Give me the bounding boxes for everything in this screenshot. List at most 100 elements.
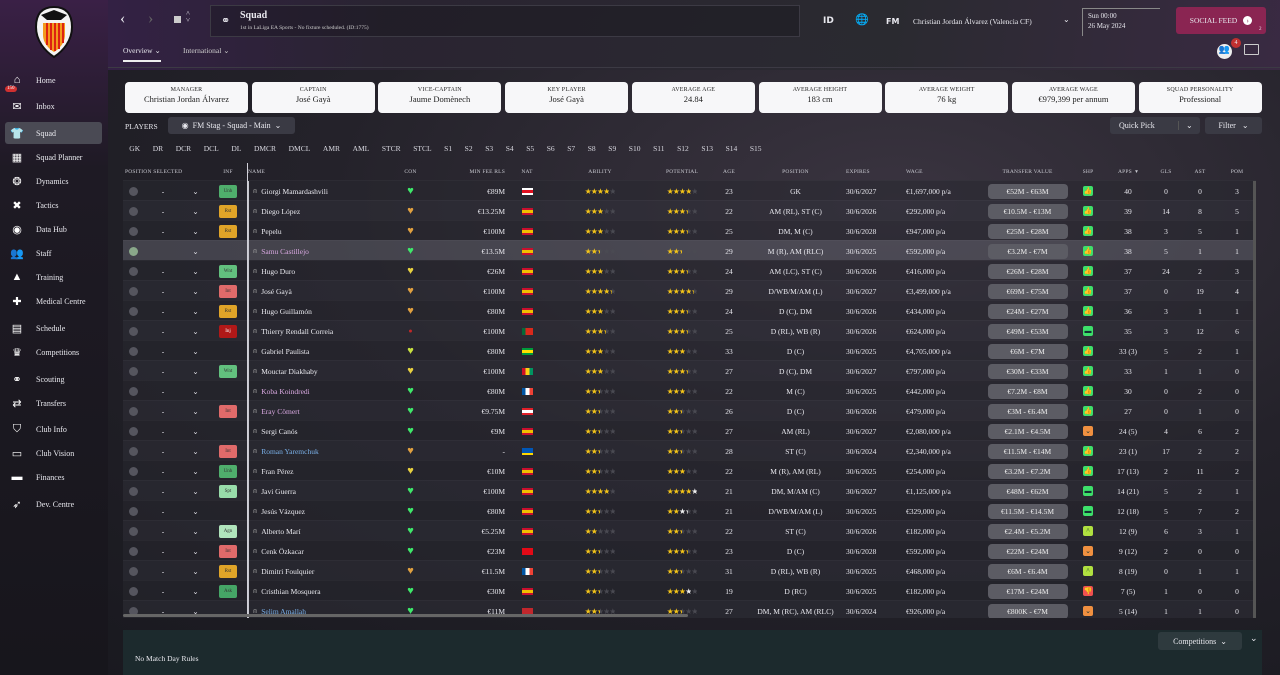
inf-badge[interactable]: Ask (219, 584, 237, 598)
sidebar-item-staff[interactable]: 👥 Staff (5, 242, 102, 264)
select-checkbox[interactable] (123, 286, 143, 296)
position-dropdown[interactable]: ⌄ (192, 246, 199, 256)
check-icon[interactable] (128, 226, 138, 236)
chevron-down-icon[interactable]: ⌄ (1063, 15, 1070, 24)
sidebar-item-squad-planner[interactable]: ▦ Squad Planner (5, 146, 102, 168)
player-name-cell[interactable]: ⍝ José Gayà (248, 281, 398, 301)
select-checkbox[interactable] (123, 426, 143, 436)
position-dropdown[interactable]: ⌄ (192, 226, 199, 236)
position-dropdown[interactable]: ⌄ (192, 346, 199, 356)
position-dropdown[interactable]: ⌄ (192, 186, 199, 196)
select-checkbox[interactable] (123, 446, 143, 456)
position-filter-gk[interactable]: GK (129, 143, 141, 153)
transfer-value-badge[interactable]: €69M - €75M (987, 283, 1068, 299)
position-dropdown[interactable]: ⌄ (192, 446, 199, 456)
table-row[interactable]: - ⌄ Rst ⍝ Dimitri Foulquier ♥ €11.5M ★★★★★ ★★★★★… (123, 560, 1256, 581)
table-row[interactable]: - ⌄ Int ⍝ Eray Cömert ♥ €9.75M ★★★★★ ★★★★★ 26 D (C… (123, 400, 1256, 421)
sidebar-item-training[interactable]: ▲ Training (5, 266, 102, 288)
select-checkbox[interactable] (123, 526, 143, 536)
position-filter-s12[interactable]: S12 (677, 143, 689, 153)
col-ast[interactable]: AST (1194, 168, 1206, 175)
summary-card-manager[interactable]: MANAGER Christian Jordan Álvarez (125, 82, 248, 113)
sidebar-item-competitions[interactable]: ♛ Competitions (5, 341, 102, 363)
position-selected[interactable]: - (143, 207, 183, 216)
col-apps[interactable]: APPS ▾ (1106, 169, 1150, 175)
table-row[interactable]: - ⌄ Inj ⍝ Thierry Rendall Correia ● €100M ★★★★★… (123, 320, 1256, 341)
transfer-value-badge[interactable]: €3.2M - €7.2M (987, 463, 1068, 479)
col-expires[interactable]: EXPIRES (846, 168, 870, 175)
position-filter-dmcl[interactable]: DMCL (288, 143, 311, 153)
position-dropdown[interactable]: ⌄ (192, 306, 199, 316)
player-name[interactable]: Javi Guerra (261, 486, 296, 496)
position-dropdown[interactable]: ⌄ (192, 286, 199, 296)
player-name-cell[interactable]: ⍝ Cristhian Mosquera (248, 581, 398, 601)
table-row[interactable]: - ⌄ ⍝ Selim Amallah ♥ €11M ★★★★★ ★★★★★ 27 DM, M (… (123, 600, 1256, 618)
table-row[interactable]: - ⌄ Int ⍝ José Gayà ♥ €100M ★★★★★ ★★★★★ 29 D/WB/M/… (123, 280, 1256, 301)
position-selected[interactable]: - (143, 387, 183, 396)
sidebar-item-medical-centre[interactable]: ✚ Medical Centre (5, 290, 102, 312)
player-name-cell[interactable]: ⍝ Alberto Marí (248, 521, 398, 541)
select-checkbox[interactable] (123, 186, 143, 196)
monitor-icon[interactable] (1244, 44, 1259, 55)
col-pom[interactable]: POM (1230, 168, 1244, 175)
tab-overview[interactable]: Overview ⌄ (123, 46, 161, 62)
table-row[interactable]: - ⌄ Agn ⍝ Alberto Marí ♥ €5.25M ★★★★★ ★★★★★ 22 ST … (123, 520, 1256, 541)
transfer-value-badge[interactable]: €26M - €28M (987, 263, 1068, 279)
check-icon[interactable] (128, 446, 138, 456)
inf-badge[interactable]: Int (219, 404, 237, 418)
player-name[interactable]: Dimitri Foulquier (261, 566, 315, 576)
sidebar-item-club-vision[interactable]: ▭ Club Vision (5, 442, 102, 464)
position-filter-aml[interactable]: AML (352, 143, 370, 153)
select-checkbox[interactable] (123, 386, 143, 396)
back-button[interactable]: ‹ (120, 10, 126, 27)
sidebar-item-finances[interactable]: ▬ Finances (5, 466, 102, 488)
player-name[interactable]: Mouctar Diakhaby (261, 366, 318, 376)
check-icon[interactable] (128, 206, 138, 216)
player-name-cell[interactable]: ⍝ Gabriel Paulista (248, 341, 398, 361)
transfer-value-badge[interactable]: €6M - €7M (987, 343, 1068, 359)
position-filter-dl[interactable]: DL (231, 143, 242, 153)
check-icon[interactable] (128, 486, 138, 496)
transfer-value-badge[interactable]: €10.5M - €13M (987, 203, 1068, 219)
check-icon[interactable] (128, 326, 138, 336)
position-filter-s6[interactable]: S6 (546, 143, 555, 153)
inf-badge[interactable]: Rst (219, 304, 237, 318)
sidebar-item-tactics[interactable]: ✖ Tactics (5, 194, 102, 216)
check-icon[interactable] (128, 506, 138, 516)
player-name[interactable]: Selim Amallah (261, 606, 306, 616)
table-row[interactable]: - ⌄ Unh ⍝ Giorgi Mamardashvili ♥ €89M ★★★★★ ★★★★… (123, 180, 1256, 201)
player-name-cell[interactable]: ⍝ Pepelu (248, 221, 398, 241)
player-name-cell[interactable]: ⍝ Hugo Guillamón (248, 301, 398, 321)
inf-badge[interactable]: Wnt (219, 364, 237, 378)
player-name-cell[interactable]: ⍝ Samu Castillejo (248, 241, 398, 261)
col-potential[interactable]: POTENTIAL (665, 168, 699, 175)
col-transfer-value[interactable]: TRANSFER VALUE (1002, 168, 1053, 175)
summary-card-key-player[interactable]: KEY PLAYER José Gayà (505, 82, 629, 113)
globe-icon[interactable]: 🌐 (855, 14, 869, 26)
select-checkbox[interactable] (123, 226, 143, 236)
check-icon[interactable] (128, 406, 138, 416)
position-filter-dr[interactable]: DR (152, 143, 164, 153)
player-name[interactable]: Koba Koindredi (261, 386, 310, 396)
position-dropdown[interactable]: ⌄ (192, 266, 199, 276)
summary-card-vice-captain[interactable]: VICE-CAPTAIN Jaume Domènech (378, 82, 502, 113)
table-row[interactable]: - ⌄ Rst ⍝ Pepelu ♥ €100M ★★★★★ ★★★★★ 25 DM, M (C) 3… (123, 220, 1256, 241)
position-dropdown[interactable]: ⌄ (192, 506, 199, 516)
col-name[interactable]: NAME (248, 168, 265, 175)
player-name[interactable]: Hugo Duro (261, 266, 296, 276)
position-dropdown[interactable]: ⌄ (192, 366, 199, 376)
competitions-dropdown[interactable]: Competitions ⌄ (1158, 632, 1242, 650)
player-name-cell[interactable]: ⍝ Diego López (248, 201, 398, 221)
table-row[interactable]: - ⌄ Ask ⍝ Cristhian Mosquera ♥ €30M ★★★★★ ★★★★★ 1… (123, 580, 1256, 601)
select-checkbox[interactable] (123, 346, 143, 356)
position-selected[interactable]: - (143, 447, 183, 456)
select-checkbox[interactable] (123, 406, 143, 416)
position-selected[interactable]: - (143, 187, 183, 196)
position-selected[interactable]: - (143, 267, 183, 276)
view-selector[interactable]: ◉ FM Stag - Squad - Main ⌄ (168, 117, 295, 134)
position-filter-s15[interactable]: S15 (749, 143, 762, 153)
position-filter-s3[interactable]: S3 (485, 143, 494, 153)
player-name-cell[interactable]: ⍝ Fran Pérez (248, 461, 398, 481)
check-icon[interactable] (128, 546, 138, 556)
summary-card-average-wage[interactable]: AVERAGE WAGE €979,399 per annum (1011, 82, 1135, 113)
